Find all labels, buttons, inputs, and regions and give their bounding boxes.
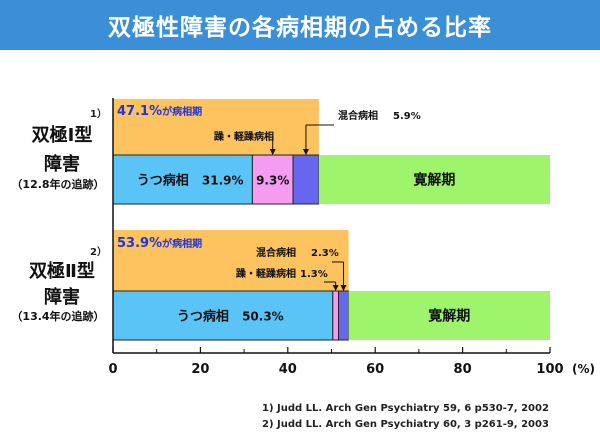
group-name-1: 双極Ⅰ型 [32,124,93,146]
x-tick-label-5: 80 [454,362,472,377]
group-note-1: （12.8年の追跡） [11,177,104,191]
segment-value-1-2: 9.3% [256,174,289,188]
segment-label-2-1: うつ病相 [177,309,229,325]
total-label-2: 53.9%が病相期 [117,236,202,251]
bar-segment-2-4 [348,291,550,340]
segment-value-2-1: 50.3% [242,310,284,324]
x-tick-label-2: 20 [191,362,209,377]
callout-label-1-2: 躁・軽躁病相 [214,130,274,143]
callout-arrow-2-2 [332,285,339,291]
total-label-1: 47.1%が病相期 [117,104,202,119]
segment-label-1-4: 寛解期 [413,172,455,189]
bar-segment-1-2 [251,154,294,205]
bar-segment-1-4 [318,155,550,204]
segment-label-2-4: 寛解期 [428,308,470,325]
x-tick-label-1: 0 [108,362,117,377]
callout-label-1-3: 混合病相 [338,109,378,122]
bar-segment-2-3 [337,290,350,341]
callout-label-2-3: 混合病相 [256,246,296,259]
ref-marker-1: 1） [90,107,107,120]
group-name-sub-2: 障害 [44,286,80,308]
x-tick-label-6: 100 [536,362,563,377]
references: 1) Judd LL. Arch Gen Psychiatry 59, 6 p5… [262,401,549,433]
reference-2: 2) Judd LL. Arch Gen Psychiatry 60, 3 p2… [262,419,549,430]
callout-arrow-2-3 [340,285,347,291]
callout-arrow-1-2 [269,149,276,155]
reference-1: 1) Judd LL. Arch Gen Psychiatry 59, 6 p5… [262,403,549,414]
callout-label-2-2: 躁・軽躁病相 [236,267,296,280]
segment-value-1-1: 31.9% [202,174,244,188]
group-name-2: 双極Ⅱ型 [29,260,95,282]
callout-value-2-2: 1.3% [300,269,328,280]
callout-arrow-1-3 [302,149,309,155]
phase-box-1 [113,99,319,155]
callout-value-1-3: 5.9% [393,111,421,122]
x-tick-label-3: 40 [279,362,297,377]
page-title: 双極性障害の各病相期の占める比率 [108,14,492,41]
ref-marker-2: 2） [90,245,107,258]
group-note-2: （13.4年の追跡） [11,309,104,323]
bar-segment-2-1 [112,290,334,341]
x-unit-label: (%) [572,362,595,376]
phase-box-2 [113,230,349,291]
title-bar: 双極性障害の各病相期の占める比率 [0,0,600,50]
callout-value-2-3: 2.3% [311,248,339,259]
x-tick-label-4: 60 [366,362,384,377]
bar-segment-1-3 [292,154,320,205]
segment-label-1-1: うつ病相 [137,173,189,189]
group-name-sub-1: 障害 [44,153,80,175]
bar-segment-2-2 [332,290,339,341]
